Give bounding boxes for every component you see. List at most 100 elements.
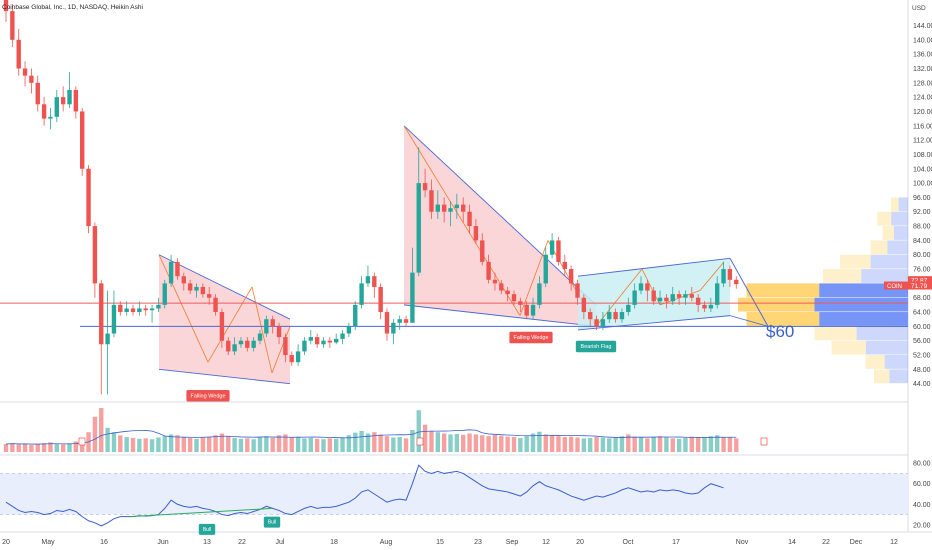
time-tick-label: 22 — [822, 539, 830, 546]
candle-body — [346, 326, 352, 334]
candle — [410, 247, 415, 323]
candle — [289, 351, 294, 366]
volume-bar — [486, 436, 491, 452]
volume-bar — [594, 437, 599, 452]
candle-body — [619, 312, 625, 320]
candle — [308, 329, 313, 345]
candle-body — [302, 340, 307, 352]
candle-body — [638, 283, 644, 291]
volume-bar — [695, 437, 701, 452]
volume-bar — [727, 437, 733, 452]
vp-bar-sell — [840, 254, 871, 269]
volume-bar — [149, 439, 155, 452]
candle — [124, 301, 129, 316]
time-tick-label: Sep — [506, 539, 519, 546]
volume-bar — [403, 438, 409, 452]
vp-bar-buy — [819, 312, 908, 326]
candle-body — [48, 116, 53, 119]
falling-wedge-label-2-bg — [509, 331, 553, 344]
candle-body — [270, 319, 275, 327]
volume-bar — [67, 443, 72, 452]
candle-body — [537, 283, 542, 305]
candle-body — [60, 97, 66, 105]
candle — [651, 286, 656, 305]
candle-body — [187, 283, 193, 291]
candle — [518, 297, 523, 313]
time-tick-label: May — [41, 539, 55, 546]
candle-body — [67, 89, 72, 105]
candle — [41, 97, 47, 126]
candle-body — [3, 0, 9, 12]
candle — [403, 315, 409, 327]
last-price-tag-bg — [908, 276, 932, 285]
volume-bar — [619, 436, 625, 452]
volume-bar — [353, 432, 358, 452]
candle-body — [486, 261, 491, 280]
candle-body — [29, 75, 34, 83]
candle-body — [568, 269, 574, 284]
candle — [429, 179, 434, 219]
candle — [162, 279, 167, 309]
candle — [213, 294, 218, 316]
volume-bar — [92, 416, 98, 452]
volume-bar — [499, 435, 504, 452]
candle — [435, 190, 440, 219]
rsi-tick-label: 60.00 — [913, 481, 931, 488]
candle — [670, 286, 675, 305]
rsi-bull-label-2-bg — [263, 516, 281, 528]
candle-body — [314, 337, 320, 345]
candle — [194, 283, 199, 298]
candle — [67, 72, 72, 108]
volume-bar — [276, 435, 282, 452]
flag-zigzag — [699, 261, 725, 291]
candle — [556, 236, 561, 266]
candle-body — [676, 294, 682, 298]
volume-bar — [422, 424, 428, 452]
annotations: Falling Wedge Falling Wedge Bearish Flag $6… — [78, 322, 794, 535]
volume-bar — [200, 437, 206, 452]
candle — [226, 337, 231, 356]
volume-bar — [73, 441, 79, 452]
vp-bar-buy — [814, 297, 908, 312]
volume-bar — [162, 436, 167, 452]
candle — [219, 308, 225, 348]
candle — [251, 337, 256, 352]
volume-bar — [187, 437, 193, 452]
candle — [715, 276, 720, 309]
candle — [314, 333, 320, 348]
candle-body — [359, 283, 364, 305]
volume-bar — [391, 437, 396, 452]
vp-bar-sell — [891, 197, 899, 212]
candle-body — [441, 204, 447, 212]
falling-wedge-2-lower — [403, 304, 597, 327]
vp-bar-buy — [889, 369, 908, 384]
candle-body — [73, 89, 79, 112]
candle — [441, 197, 447, 223]
volume-bar — [232, 437, 237, 452]
volume-moving-average — [5, 429, 737, 445]
volume-bar — [505, 436, 510, 452]
price-tick-label: 108.00 — [913, 152, 932, 159]
time-tick-label: Jun — [157, 539, 168, 546]
candle — [245, 337, 250, 352]
vp-bar-sell — [746, 312, 820, 326]
volume-bar — [448, 434, 453, 452]
volume-bar — [270, 437, 275, 452]
candle-body — [41, 104, 47, 119]
candle-body — [473, 226, 479, 241]
price-tick-label: 92.00 — [913, 209, 931, 216]
candle — [168, 254, 174, 287]
candle — [467, 204, 472, 234]
candle — [581, 294, 587, 320]
candle-body — [734, 279, 739, 285]
candle — [638, 276, 644, 295]
candle — [480, 233, 485, 266]
candle-body — [651, 290, 656, 302]
volume-bar — [251, 439, 256, 452]
volume-bar — [60, 444, 66, 452]
volume-bar — [80, 438, 85, 452]
candle-body — [175, 261, 180, 277]
candle — [511, 290, 517, 305]
candle-body — [353, 304, 358, 327]
